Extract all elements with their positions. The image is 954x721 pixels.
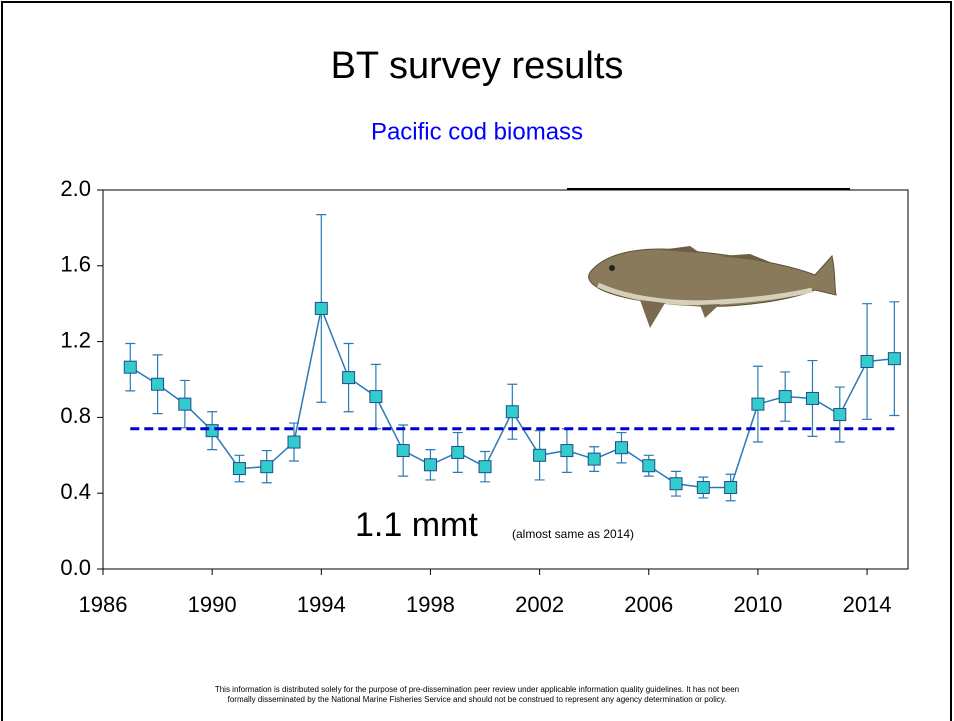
slide: BT survey results Pacific cod biomass 1.… bbox=[0, 0, 954, 721]
marker bbox=[424, 459, 436, 471]
marker bbox=[288, 436, 300, 448]
marker bbox=[506, 406, 518, 418]
marker bbox=[261, 461, 273, 473]
y-tick-label: 0.0 bbox=[60, 555, 91, 580]
x-tick-label: 1994 bbox=[297, 592, 346, 617]
marker bbox=[534, 449, 546, 461]
footer-line: This information is distributed solely f… bbox=[215, 685, 739, 694]
marker bbox=[861, 355, 873, 367]
y-tick-label: 1.6 bbox=[60, 252, 91, 277]
x-tick-label: 2014 bbox=[843, 592, 892, 617]
x-tick-label: 1998 bbox=[406, 592, 455, 617]
marker bbox=[725, 482, 737, 494]
marker bbox=[124, 361, 136, 373]
marker bbox=[697, 482, 709, 494]
marker bbox=[179, 398, 191, 410]
marker bbox=[670, 478, 682, 490]
marker bbox=[643, 460, 655, 472]
marker bbox=[397, 445, 409, 457]
annotation: 1.1 mmt bbox=[355, 506, 478, 544]
marker bbox=[752, 398, 764, 410]
marker bbox=[370, 391, 382, 403]
plot-area bbox=[103, 190, 908, 569]
marker bbox=[233, 463, 245, 475]
marker bbox=[834, 409, 846, 421]
annotation-note: (almost same as 2014) bbox=[512, 527, 634, 541]
marker bbox=[315, 302, 327, 314]
marker bbox=[806, 392, 818, 404]
y-tick-label: 1.2 bbox=[60, 327, 91, 352]
x-tick-label: 2002 bbox=[515, 592, 564, 617]
x-tick-label: 1986 bbox=[79, 592, 128, 617]
marker bbox=[615, 442, 627, 454]
y-tick-label: 0.4 bbox=[60, 479, 91, 504]
chart-title: BT survey results bbox=[331, 45, 624, 87]
x-tick-label: 2010 bbox=[733, 592, 782, 617]
x-tick-label: 2006 bbox=[624, 592, 673, 617]
x-tick-label: 1990 bbox=[188, 592, 237, 617]
chart-subtitle: Pacific cod biomass bbox=[371, 118, 583, 145]
marker bbox=[888, 353, 900, 365]
marker bbox=[479, 461, 491, 473]
footer-line: formally disseminated by the National Ma… bbox=[228, 695, 727, 704]
marker bbox=[206, 425, 218, 437]
marker bbox=[152, 378, 164, 390]
marker bbox=[561, 445, 573, 457]
marker bbox=[588, 453, 600, 465]
y-tick-label: 0.8 bbox=[60, 403, 91, 428]
y-tick-label: 2.0 bbox=[60, 176, 91, 201]
marker bbox=[452, 446, 464, 458]
marker bbox=[779, 391, 791, 403]
slide-border bbox=[2, 2, 951, 721]
fish-illustration bbox=[589, 246, 836, 328]
marker bbox=[343, 372, 355, 384]
